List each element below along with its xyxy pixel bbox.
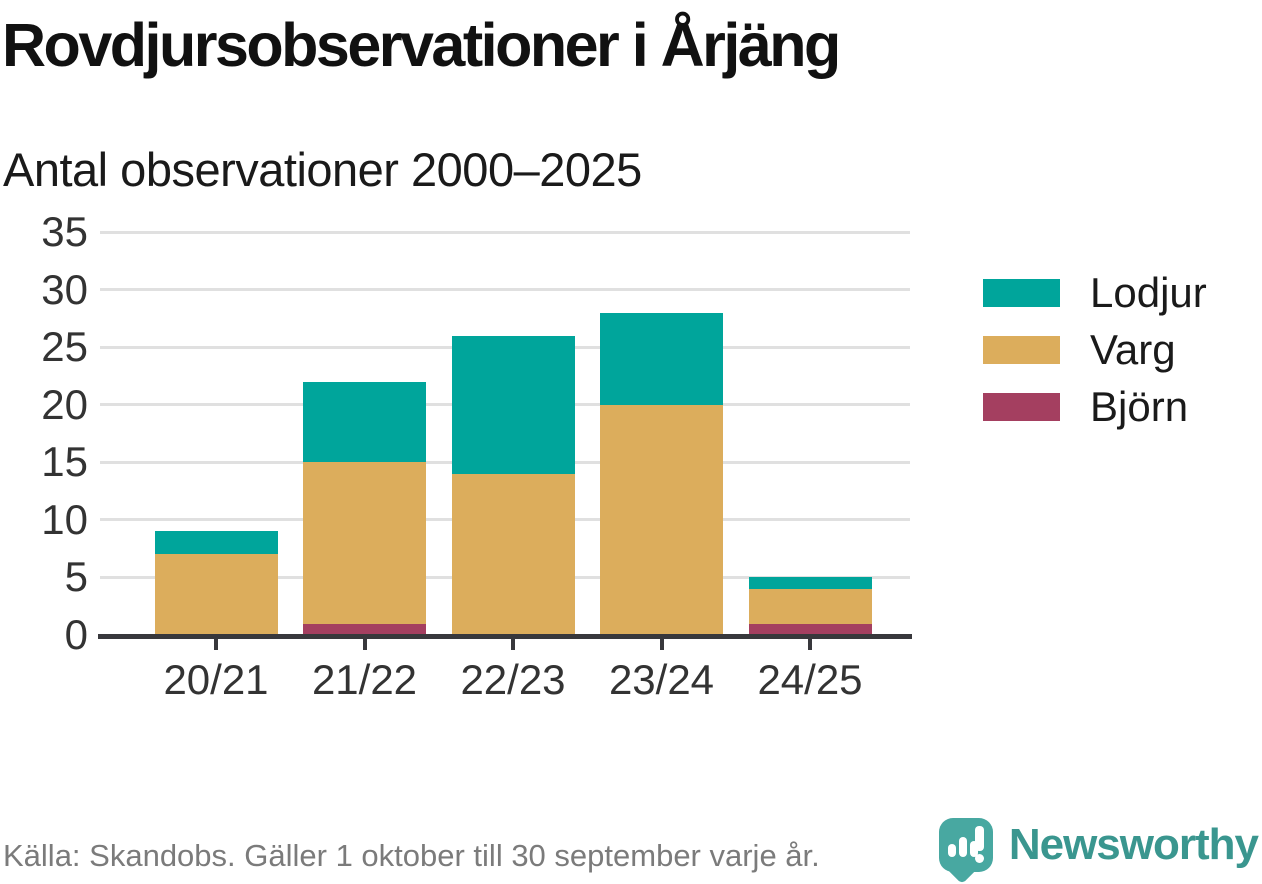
x-tick-label: 21/22 [311, 656, 418, 703]
bar-segment-20-21-varg [154, 554, 278, 635]
bar-segment-22-23-lodjur [451, 335, 575, 474]
newsworthy-bubble-icon [938, 817, 993, 884]
chart-title: Rovdjursobservationer i Årjäng [2, 11, 841, 79]
gridline [100, 230, 910, 234]
bar-segment-23-24-lodjur [600, 312, 723, 405]
gridline [100, 288, 910, 292]
x-tick-label: 24/25 [757, 656, 863, 703]
x-tick-label: 20/21 [163, 656, 269, 703]
y-tick-label: 5 [64, 553, 88, 601]
plot-area [98, 230, 912, 639]
bar-segment-23-24-varg [600, 404, 723, 635]
chart-subtitle: Antal observationer 2000–2025 [3, 143, 642, 196]
x-tick-label: 23/24 [608, 656, 715, 703]
logo-bar-icon [958, 836, 967, 857]
y-tick-label: 35 [41, 208, 88, 255]
legend-swatch [983, 278, 1060, 307]
legend-label: Varg [1090, 325, 1176, 373]
x-axis-tick [511, 637, 515, 650]
legend-item-varg: Varg [983, 321, 1207, 378]
legend-label: Lodjur [1090, 268, 1207, 316]
x-tick-label: 22/23 [460, 656, 566, 703]
y-tick-label: 30 [41, 265, 88, 313]
legend: Lodjur Varg Björn [983, 264, 1207, 435]
x-axis-line [98, 634, 912, 639]
y-tick-label: 0 [64, 611, 88, 658]
bar-segment-20-21-lodjur [154, 531, 278, 555]
legend-item-björn: Björn [983, 378, 1207, 435]
logo-exclamation-dot-icon [974, 853, 984, 863]
y-tick-label: 20 [41, 380, 88, 428]
bar-segment-24-25-björn [748, 623, 872, 635]
legend-swatch [983, 392, 1060, 421]
source-note: Källa: Skandobs. Gäller 1 oktober till 3… [3, 838, 820, 873]
bar-segment-21-22-lodjur [303, 381, 426, 463]
x-axis-tick [659, 637, 664, 650]
x-axis-tick [808, 637, 812, 650]
y-tick-label: 10 [41, 495, 88, 543]
logo-exclamation-icon [974, 825, 984, 851]
x-axis-tick [362, 637, 367, 650]
y-tick-label: 25 [41, 323, 88, 371]
bar-segment-21-22-björn [303, 623, 426, 635]
x-axis-tick [214, 637, 218, 650]
bar-segment-24-25-varg [748, 588, 872, 624]
legend-item-lodjur: Lodjur [983, 264, 1207, 321]
bar-segment-22-23-varg [451, 473, 575, 635]
legend-label: Björn [1090, 382, 1189, 430]
y-tick-label: 15 [41, 438, 88, 486]
legend-swatch [983, 335, 1060, 364]
bar-segment-21-22-varg [303, 462, 426, 624]
logo-bar-icon [969, 840, 978, 857]
brand-name: Newsworthy [1008, 819, 1259, 869]
bar-segment-24-25-lodjur [748, 577, 872, 589]
logo-bar-icon [947, 843, 956, 857]
brand-logo: Newsworthy [938, 810, 1259, 884]
bubble-tail [947, 855, 976, 884]
